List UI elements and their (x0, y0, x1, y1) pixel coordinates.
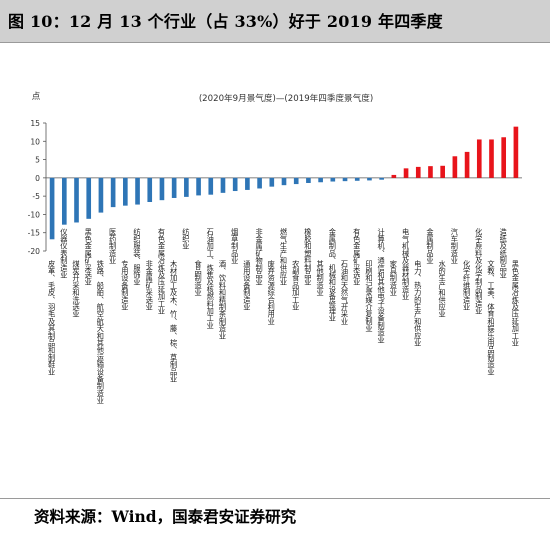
bar (110, 177, 116, 208)
x-tick-label: 医药制造业 (109, 228, 118, 264)
x-tick-label: 木材加工及木、竹、藤、棕、草制品业 (170, 259, 179, 382)
y-tick-label: 15 (30, 119, 40, 128)
y-tick-label: 10 (30, 137, 40, 146)
bar (86, 177, 92, 219)
x-tick-label: 文教、工美、体育和娱乐用品制造业 (487, 259, 496, 375)
y-axis-unit-label: 点 (32, 91, 41, 102)
bar (208, 177, 214, 195)
bar (501, 137, 507, 178)
x-tick-label: 石油和天然气开采业 (341, 260, 350, 325)
bar (489, 139, 494, 178)
bar (232, 177, 238, 192)
x-tick-label: 石油加工、炼焦及核燃料加工业 (206, 228, 215, 329)
x-tick-label: 通用设备制造业 (243, 259, 252, 310)
bar (196, 177, 201, 196)
bar (440, 165, 445, 178)
bar (367, 177, 372, 181)
x-tick-label: 黑色金属矿采选业 (84, 228, 93, 286)
x-tick-label: 化学纤维制造业 (463, 259, 472, 310)
x-tick-label: 黑色金属冶炼及压延加工业 (511, 260, 520, 347)
bar (257, 177, 262, 189)
x-tick-label: 煤炭开采和洗选业 (72, 259, 81, 317)
bar (245, 177, 250, 190)
x-tick-label: 燃气生产和供应业 (279, 227, 288, 285)
y-tick-label: -5 (32, 192, 40, 201)
bar (428, 166, 433, 178)
y-tick-label: -15 (28, 229, 41, 238)
x-tick-label: 非金属矿物制品业 (255, 227, 264, 285)
bar (220, 177, 226, 193)
x-tick-label: 金属制品、机械和设备修理业 (328, 227, 337, 321)
header-bar (0, 0, 550, 42)
x-tick-label: 其他制造业 (316, 260, 325, 296)
bar (415, 166, 421, 178)
source-note: 资料来源：Wind，国泰君安证券研究 (34, 507, 297, 526)
y-tick-label: -20 (28, 247, 41, 256)
y-tick-label: -10 (28, 210, 41, 219)
y-tick-label: 0 (35, 174, 40, 183)
x-tick-label: 汽车制造业 (450, 227, 459, 264)
bar (379, 177, 384, 180)
x-tick-label: 纺织业 (182, 227, 191, 249)
x-tick-label: 电气机械及器材制造业 (401, 227, 410, 300)
bar (171, 177, 177, 198)
bar (135, 177, 140, 205)
bar (403, 168, 409, 178)
bar (123, 177, 128, 206)
bar (98, 177, 104, 213)
bar (147, 177, 153, 202)
bar (269, 177, 275, 187)
bar (293, 177, 299, 185)
bar (354, 177, 360, 181)
x-tick-label: 有色金属矿采选业 (353, 227, 362, 285)
bar (464, 151, 470, 178)
bar (159, 177, 165, 201)
x-tick-label: 有色金属冶炼及压延加工业 (157, 227, 166, 314)
x-axis-labels: 皮革、毛皮、羽毛及其制品和制鞋业仪器仪表制造业煤炭开采和洗选业黑色金属矿采选业铁… (48, 227, 521, 404)
bars (49, 126, 519, 240)
x-tick-label: 电力、热力的生产和供应业 (414, 259, 423, 346)
x-tick-label: 金属制品业 (426, 227, 435, 264)
bar (49, 177, 55, 240)
x-tick-label: 非金属矿采选业 (145, 259, 154, 310)
x-tick-label: 皮革、毛皮、羽毛及其制品和制鞋业 (48, 259, 57, 375)
chart-title: (2020年9月景气度)—(2019年四季度景气度) (199, 92, 373, 104)
x-tick-label: 酒、饮料和精制茶制造业 (218, 260, 227, 339)
bar (184, 177, 189, 197)
bar (74, 177, 79, 223)
bar (61, 177, 67, 225)
x-tick-label: 废弃资源综合利用业 (267, 259, 276, 325)
top-rule (0, 42, 550, 43)
bar (330, 177, 336, 182)
x-tick-label: 印刷和记录媒介复制业 (365, 260, 374, 332)
bar (306, 177, 311, 183)
x-tick-label: 家具制造业 (389, 259, 398, 296)
x-tick-label: 农副食品加工业 (292, 259, 301, 310)
x-tick-label: 食品制造业 (194, 259, 203, 296)
x-tick-label: 仪器仪表制造业 (60, 228, 69, 279)
bar (513, 126, 519, 178)
x-tick-label: 水的生产和供应业 (438, 259, 447, 317)
bar-chart: (2020年9月景气度)—(2019年四季度景气度) 点 -20 -15 -10 -5… (28, 91, 522, 404)
x-tick-label: 橡胶和塑料制品业 (304, 227, 313, 285)
bar (391, 174, 397, 178)
x-tick-label: 化学原料及化学制品制造业 (475, 227, 484, 314)
bar (342, 177, 348, 182)
x-tick-label: 纺织服装、服饰业 (133, 227, 142, 285)
x-tick-label: 造纸及纸制品业 (499, 227, 508, 278)
x-tick-label: 专用设备制造业 (121, 259, 130, 310)
x-tick-label: 铁路、船舶、航空航天和其他运输设备制造业 (96, 259, 105, 404)
bar (476, 139, 482, 178)
y-tick-label: 5 (35, 156, 40, 165)
bar (281, 177, 287, 186)
bar (452, 156, 458, 178)
bar (318, 177, 323, 183)
figure-title: 图 10：12 月 13 个行业（占 33%）好于 2019 年四季度 (8, 12, 443, 31)
x-tick-label: 烟草制品业 (231, 227, 240, 264)
bottom-rule (0, 498, 550, 499)
x-tick-label: 计算机、通信和其他电子设备制造业 (377, 227, 386, 343)
